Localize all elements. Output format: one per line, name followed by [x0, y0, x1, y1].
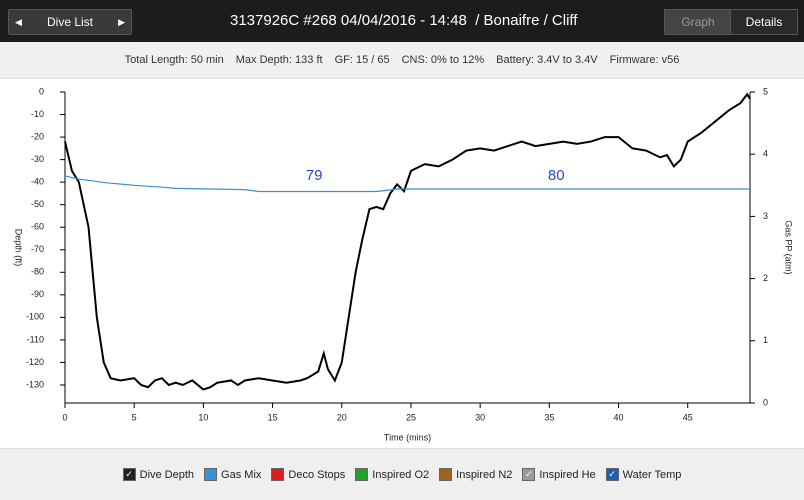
y-tick-label: -30 — [31, 154, 44, 164]
info-item: GF: 15 / 65 — [334, 54, 390, 66]
y-axis-label: Depth (ft) — [14, 229, 24, 267]
x-tick-label: 35 — [544, 412, 554, 422]
legend-checkbox: ✓ — [122, 468, 136, 481]
header: Dive List 3137926C #268 04/04/2016 - 14:… — [0, 0, 804, 42]
y-tick-label: -100 — [26, 312, 44, 322]
series-line — [64, 92, 751, 391]
y2-tick-label: 0 — [763, 397, 768, 407]
legend-item[interactable]: Inspired O2 — [355, 468, 429, 481]
y-tick-label: -120 — [26, 357, 44, 367]
legend-label: Water Temp — [622, 468, 682, 481]
info-item: Max Depth: 133 ft — [235, 54, 323, 66]
legend-checkbox: ✓ — [605, 468, 619, 481]
info-item: Battery: 3.4V to 3.4V — [496, 54, 598, 66]
x-tick-label: 15 — [268, 412, 278, 422]
legend-item[interactable]: Inspired N2 — [439, 468, 512, 481]
details-tab[interactable]: Details — [730, 9, 798, 35]
x-tick-label: 30 — [475, 412, 485, 422]
graph-tab[interactable]: Graph — [664, 9, 732, 35]
legend-item[interactable]: ✓ Water Temp — [605, 468, 682, 481]
y-tick-label: -10 — [31, 109, 44, 119]
x-tick-label: 25 — [406, 412, 416, 422]
y-tick-label: -50 — [31, 199, 44, 209]
y-tick-label: -110 — [27, 334, 44, 344]
x-tick-label: 45 — [683, 412, 693, 422]
legend-item[interactable]: Deco Stops — [271, 468, 345, 481]
y2-tick-label: 4 — [763, 149, 768, 159]
annotation: 79 — [306, 167, 323, 184]
legend-item[interactable]: Gas Mix — [204, 468, 261, 481]
dive-title: 3137926C #268 04/04/2016 - 14:48 / Bonai… — [230, 12, 578, 29]
x-axis-label: Time (mins) — [384, 432, 431, 442]
legend-label: Dive Depth — [139, 468, 195, 481]
info-item: Total Length: 50 min — [124, 54, 224, 66]
info-bar: Total Length: 50 min Max Depth: 133 ft GF:… — [0, 42, 804, 79]
y-tick-label: -60 — [31, 222, 44, 232]
x-tick-label: 10 — [198, 412, 208, 422]
y-tick-label: 0 — [39, 86, 44, 96]
y2-axis-label: Gas PP (atm) — [784, 220, 794, 274]
chart: 0 -10 -20 -30 -40 -50 -60 -70 -80 -90 -100 -110 -120… — [14, 86, 794, 442]
legend-label: Inspired He — [539, 468, 596, 481]
legend-item[interactable]: ✓ Inspired He — [522, 468, 596, 481]
legend-label: Gas Mix — [221, 468, 262, 481]
legend-checkbox — [204, 468, 218, 481]
y-tick-label: -90 — [31, 289, 44, 299]
legend-checkbox: ✓ — [522, 468, 536, 481]
y-tick-label: -130 — [26, 379, 44, 389]
y-tick-label: -70 — [31, 244, 44, 254]
x-tick-label: 40 — [614, 412, 624, 422]
y2-tick-label: 1 — [763, 335, 768, 345]
x-tick-label: 20 — [337, 412, 347, 422]
info-item: CNS: 0% to 12% — [401, 54, 485, 66]
legend-label: Inspired N2 — [456, 468, 513, 481]
y-tick-label: -20 — [31, 131, 44, 141]
x-tick-label: 0 — [62, 412, 67, 422]
y-tick-label: -40 — [31, 177, 44, 187]
legend-checkbox — [439, 468, 453, 481]
y-tick-label: -80 — [31, 267, 44, 277]
legend-checkbox — [355, 468, 369, 481]
y2-tick-label: 5 — [763, 86, 768, 96]
legend-label: Inspired O2 — [372, 468, 430, 481]
legend: ✓ Dive Depth Gas Mix Deco Stops Inspired O2 I… — [0, 448, 804, 500]
y2-tick-label: 3 — [763, 211, 768, 221]
y2-tick-label: 2 — [763, 273, 768, 283]
series-line — [64, 175, 750, 193]
legend-checkbox — [271, 468, 285, 481]
info-item: Firmware: v56 — [609, 54, 680, 66]
legend-item[interactable]: ✓ Dive Depth — [122, 468, 195, 481]
annotation: 80 — [548, 167, 565, 184]
legend-label: Deco Stops — [288, 468, 346, 481]
back-button[interactable]: Dive List — [8, 9, 132, 35]
x-tick-label: 5 — [132, 412, 137, 422]
